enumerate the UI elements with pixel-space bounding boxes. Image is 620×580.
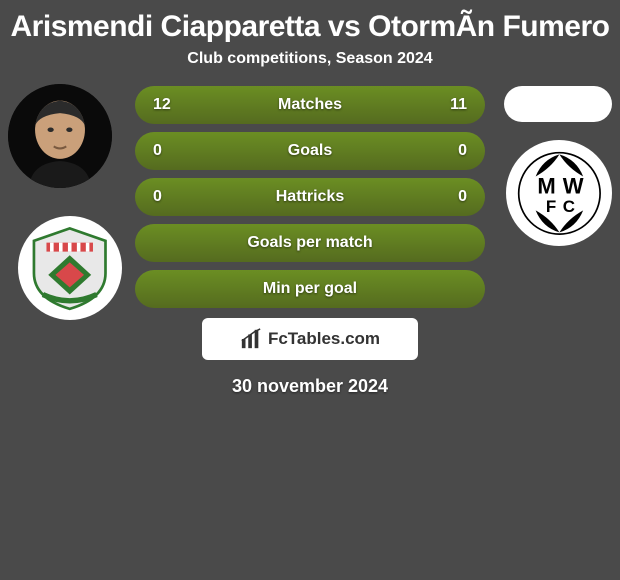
stat-label: Matches — [191, 86, 429, 124]
svg-text:F: F — [545, 197, 555, 216]
stat-right-value: 11 — [429, 86, 485, 124]
comparison-area: M W F C 12 Matches 11 0 Goals 0 0 Hattri… — [0, 86, 620, 397]
stat-left-value: 0 — [135, 178, 191, 216]
stat-right-value: 0 — [429, 132, 485, 170]
club-right-crest: M W F C — [506, 140, 612, 246]
svg-text:W: W — [562, 173, 583, 198]
stat-right-value: 0 — [429, 178, 485, 216]
stat-row-min-per-goal: Min per goal — [135, 270, 485, 308]
date-text: 30 november 2024 — [0, 376, 620, 397]
bars-icon — [240, 328, 262, 350]
page-subtitle: Club competitions, Season 2024 — [0, 50, 620, 86]
watermark: FcTables.com — [202, 318, 418, 360]
stat-left-value: 0 — [135, 132, 191, 170]
stat-row-matches: 12 Matches 11 — [135, 86, 485, 124]
player-right-badge — [504, 86, 612, 122]
club-left-crest — [18, 216, 122, 320]
stat-row-hattricks: 0 Hattricks 0 — [135, 178, 485, 216]
svg-text:C: C — [562, 197, 574, 216]
svg-text:M: M — [537, 173, 555, 198]
stat-label: Goals — [191, 132, 429, 170]
watermark-text: FcTables.com — [268, 329, 380, 349]
stat-label: Min per goal — [135, 270, 485, 308]
stat-row-goals-per-match: Goals per match — [135, 224, 485, 262]
stats-rows: 12 Matches 11 0 Goals 0 0 Hattricks 0 Go… — [135, 86, 485, 308]
bottom-gutter — [0, 397, 620, 517]
player-left-avatar — [8, 84, 112, 188]
stat-label: Goals per match — [135, 224, 485, 262]
stat-row-goals: 0 Goals 0 — [135, 132, 485, 170]
stat-left-value: 12 — [135, 86, 191, 124]
page-title: Arismendi Ciapparetta vs OtormÃ­n Fumero — [0, 0, 620, 50]
stat-label: Hattricks — [191, 178, 429, 216]
